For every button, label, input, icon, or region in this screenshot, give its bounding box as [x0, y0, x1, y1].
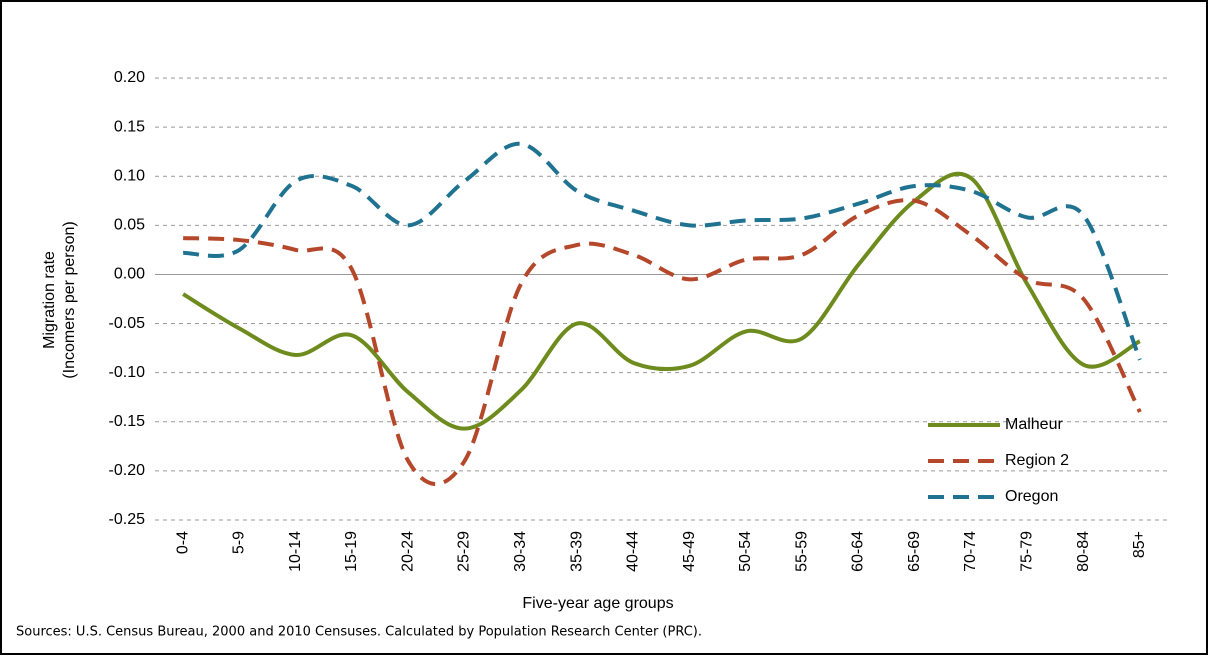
series-line: [183, 198, 1142, 487]
x-axis-label: Five-year age groups: [522, 595, 673, 612]
source-note: Sources: U.S. Census Bureau, 2000 and 20…: [16, 625, 702, 640]
legend-label: Oregon: [1005, 488, 1058, 505]
x-tick-label: 25-29: [456, 531, 473, 572]
x-tick-label: 45-49: [681, 531, 698, 572]
y-tick-label: 0.00: [114, 266, 145, 283]
legend-label: Region 2: [1005, 452, 1069, 469]
series-line: [182, 171, 1141, 431]
x-tick-label: 15-19: [343, 531, 360, 572]
x-tick-label: 80-84: [1075, 531, 1092, 572]
x-tick-label: 85+: [1131, 531, 1148, 558]
y-tick-label: -0.20: [109, 462, 146, 479]
x-tick-label: 35-39: [568, 531, 585, 572]
y-tick-label: 0.20: [114, 69, 145, 86]
x-tick-label: 30-34: [512, 531, 529, 572]
x-tick-label: 20-24: [399, 531, 416, 572]
x-tick-label: 5-9: [231, 531, 248, 554]
y-tick-label: -0.05: [109, 315, 146, 332]
legend-label: Malheur: [1005, 416, 1063, 433]
y-tick-label: -0.10: [109, 364, 146, 381]
x-tick-label: 60-64: [850, 531, 867, 572]
y-axis-label: Migration rate: [41, 251, 58, 349]
x-tick-label: 0-4: [174, 531, 191, 554]
x-tick-label: 55-59: [793, 531, 810, 572]
series-line: [183, 141, 1142, 361]
y-tick-label: 0.05: [114, 217, 145, 234]
y-tick-label: 0.15: [114, 118, 145, 135]
y-axis-label: (Incomers per person): [61, 221, 78, 378]
y-tick-label: 0.10: [114, 167, 145, 184]
x-tick-label: 65-69: [906, 531, 923, 572]
x-tick-label: 75-79: [1019, 531, 1036, 572]
x-tick-label: 10-14: [287, 531, 304, 572]
x-tick-label: 40-44: [625, 531, 642, 572]
y-tick-label: -0.15: [109, 413, 146, 430]
x-tick-label: 50-54: [737, 531, 754, 572]
x-tick-label: 70-74: [962, 531, 979, 572]
y-tick-label: -0.25: [109, 511, 146, 528]
